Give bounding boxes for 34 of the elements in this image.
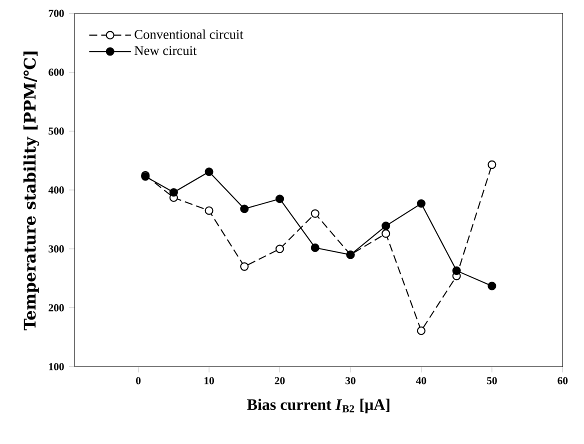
point — [204, 167, 214, 176]
point — [382, 222, 390, 230]
y-tick-label: 700 — [48, 10, 64, 17]
point — [204, 206, 214, 215]
point — [416, 326, 426, 336]
legend-label: New circuit — [134, 46, 197, 56]
x-tick-label: 30 — [346, 377, 356, 384]
x-tick-label: 20 — [274, 377, 285, 384]
point — [276, 194, 284, 204]
x-axis-title: Bias current I$_{B2}$ [μA] — [247, 398, 390, 414]
y-tick-label: 300 — [48, 245, 64, 252]
point — [488, 282, 496, 290]
point — [310, 243, 320, 252]
point — [240, 262, 249, 271]
y-axis-title: Temperature stability [PPM/℃] — [23, 52, 40, 330]
y-tick-label: 200 — [48, 304, 64, 312]
x-tick-label: 0 — [136, 377, 141, 384]
y-tick-label: 500 — [48, 128, 64, 135]
y-tick-label: 400 — [48, 186, 64, 194]
point — [452, 266, 461, 275]
y-tick-label: 600 — [48, 68, 64, 76]
point — [416, 199, 426, 208]
point — [276, 244, 284, 254]
point — [240, 204, 249, 214]
x-tick-label: 60 — [558, 377, 568, 384]
x-tick-label: 10 — [204, 377, 214, 384]
point — [488, 160, 496, 169]
point — [169, 188, 178, 197]
y-tick-label: 100 — [49, 363, 64, 370]
point — [382, 229, 390, 238]
point — [310, 209, 320, 218]
legend-label: Conventional circuit — [134, 30, 244, 39]
x-tick-label: 50 — [487, 377, 497, 384]
x-tick-label: 40 — [416, 377, 426, 384]
